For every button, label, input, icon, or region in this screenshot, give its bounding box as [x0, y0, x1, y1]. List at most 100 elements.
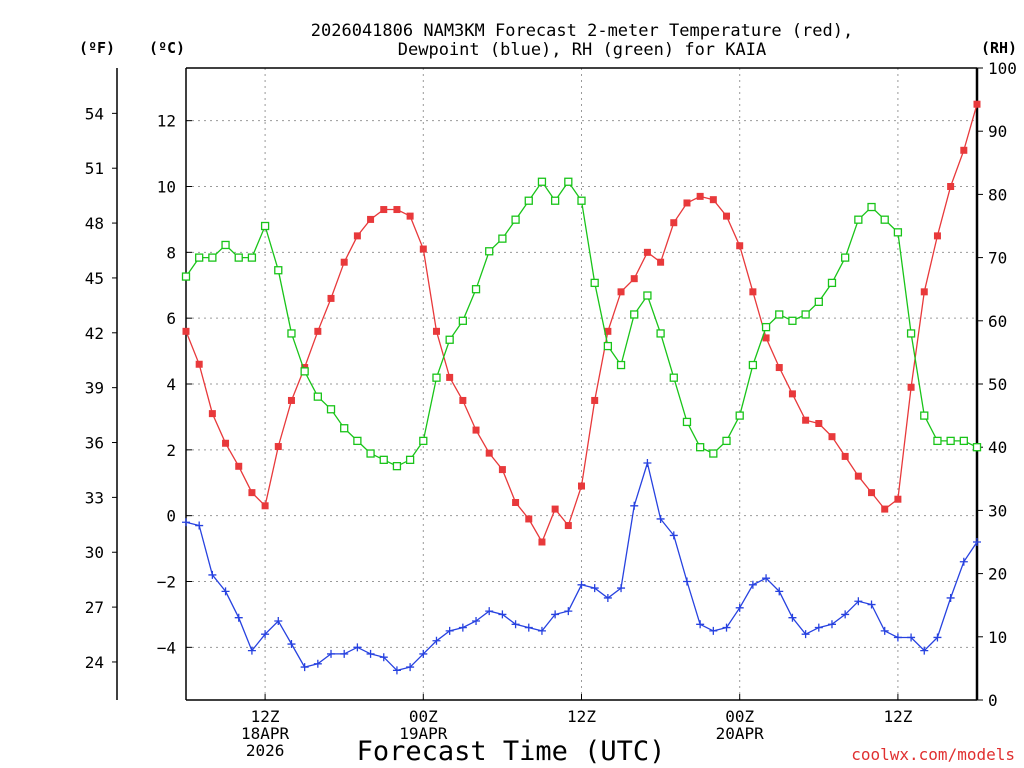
- rh-point: [722, 436, 731, 446]
- fahrenheit-tick-label: 39: [85, 379, 104, 398]
- 2-meter-temperature-point: [841, 452, 849, 460]
- rh-tick-label: 100: [988, 59, 1017, 78]
- rh-point: [234, 253, 243, 262]
- rh-tick-label: 50: [988, 375, 1007, 394]
- rh-point: [669, 373, 678, 382]
- 2-meter-temperature-point: [432, 327, 440, 335]
- 2-meter-temperature-point: [723, 212, 731, 220]
- rh-point: [274, 266, 283, 275]
- x-tick-label: 12Z: [251, 707, 280, 726]
- x-axis-label: Forecast Time (UTC): [357, 736, 666, 767]
- rh-point: [313, 392, 322, 401]
- 2-meter-temperature-point: [472, 426, 480, 434]
- x-tick-label: 12Z: [567, 707, 596, 726]
- 2-meter-temperature-point: [709, 196, 717, 204]
- credit-link[interactable]: coolwx.com/models: [851, 745, 1015, 764]
- fahrenheit-tick-label: 27: [85, 598, 104, 617]
- 2-meter-temperature-point: [512, 499, 520, 506]
- rh-point: [801, 310, 810, 319]
- 2-meter-temperature-point: [287, 396, 295, 404]
- dewpoint-point: [696, 620, 705, 629]
- dewpoint-point: [537, 626, 546, 635]
- rh-point: [643, 291, 652, 300]
- 2-meter-temperature-point: [406, 212, 414, 220]
- 2-meter-temperature-point: [947, 183, 955, 190]
- celsius-tick-label: 8: [166, 243, 176, 262]
- 2-meter-temperature-point: [920, 288, 928, 296]
- rh-point: [827, 278, 837, 288]
- rh-point: [432, 373, 441, 382]
- rh-point: [379, 455, 388, 464]
- dewpoint-point: [617, 584, 626, 593]
- celsius-tick-label: 10: [157, 178, 176, 197]
- celsius-tick-label: −2: [157, 573, 176, 592]
- rh-point: [208, 253, 217, 262]
- 2-meter-temperature-point: [551, 505, 559, 513]
- dewpoint-point: [261, 630, 270, 639]
- fahrenheit-tick-label: 48: [85, 214, 104, 233]
- rh-tick-label: 0: [988, 691, 998, 710]
- rh-point: [906, 329, 916, 338]
- 2-meter-temperature-point: [815, 420, 823, 427]
- 2-meter-temperature-point: [775, 364, 783, 372]
- 2-meter-temperature-point: [907, 383, 915, 391]
- dewpoint-point: [762, 574, 771, 583]
- dewpoint-point: [603, 593, 612, 602]
- x-tick-label: 20APR: [716, 724, 765, 743]
- 2-meter-temperature-point: [736, 242, 744, 250]
- rh-point: [893, 228, 903, 237]
- celsius-tick-label: 12: [157, 112, 176, 131]
- rh-point: [577, 196, 586, 205]
- celsius-tick-label: 0: [166, 507, 176, 526]
- rh-point: [260, 221, 270, 231]
- rh-point: [326, 405, 336, 414]
- dewpoint-point: [406, 663, 415, 672]
- 2-meter-temperature-point: [657, 258, 665, 266]
- rh-point: [353, 436, 362, 446]
- 2-meter-temperature-point: [604, 327, 612, 335]
- dewpoint-point: [392, 666, 401, 675]
- rh-tick-label: 10: [988, 628, 1007, 647]
- dewpoint-point: [867, 600, 876, 609]
- dewpoint-point: [920, 646, 929, 655]
- rh-point: [181, 272, 191, 281]
- 2-meter-temperature-point: [933, 232, 941, 240]
- rh-point: [748, 360, 758, 370]
- rh-point: [458, 316, 468, 325]
- rh-point: [946, 436, 955, 446]
- celsius-tick-label: −4: [157, 638, 176, 657]
- rh-point: [419, 436, 428, 446]
- rh-point: [603, 341, 613, 351]
- dewpoint-point: [234, 613, 243, 622]
- 2-meter-temperature-point: [182, 327, 190, 335]
- rh-point: [195, 253, 204, 262]
- 2-meter-temperature-point: [881, 505, 889, 513]
- dewpoint-point: [643, 459, 652, 467]
- dewpoint-point: [656, 514, 665, 523]
- rh-tick-label: 20: [988, 565, 1007, 584]
- dewpoint-point: [498, 610, 507, 619]
- dewpoint-point: [709, 626, 718, 635]
- 2-meter-temperature-point: [485, 449, 493, 457]
- rh-point: [247, 253, 257, 262]
- dewpoint-point: [748, 580, 757, 589]
- data-series: [181, 100, 982, 675]
- dewpoint-point: [973, 538, 981, 546]
- dewpoint-point: [366, 649, 375, 658]
- rh-point: [287, 329, 296, 338]
- 2-meter-temperature-point: [538, 538, 546, 546]
- rh-point: [498, 234, 507, 243]
- rh-point: [630, 310, 639, 319]
- rh-point: [616, 360, 626, 370]
- rh-point: [340, 424, 349, 433]
- rh-point: [696, 443, 705, 452]
- fahrenheit-tick-label: 45: [85, 269, 104, 288]
- rh-tick-label: 80: [988, 185, 1007, 204]
- celsius-tick-label: 6: [166, 309, 176, 328]
- dewpoint-point: [247, 646, 256, 655]
- dewpoint-point: [854, 597, 863, 606]
- dewpoint-point: [300, 663, 309, 672]
- 2-meter-temperature-point: [222, 439, 230, 447]
- rh-point: [972, 443, 982, 452]
